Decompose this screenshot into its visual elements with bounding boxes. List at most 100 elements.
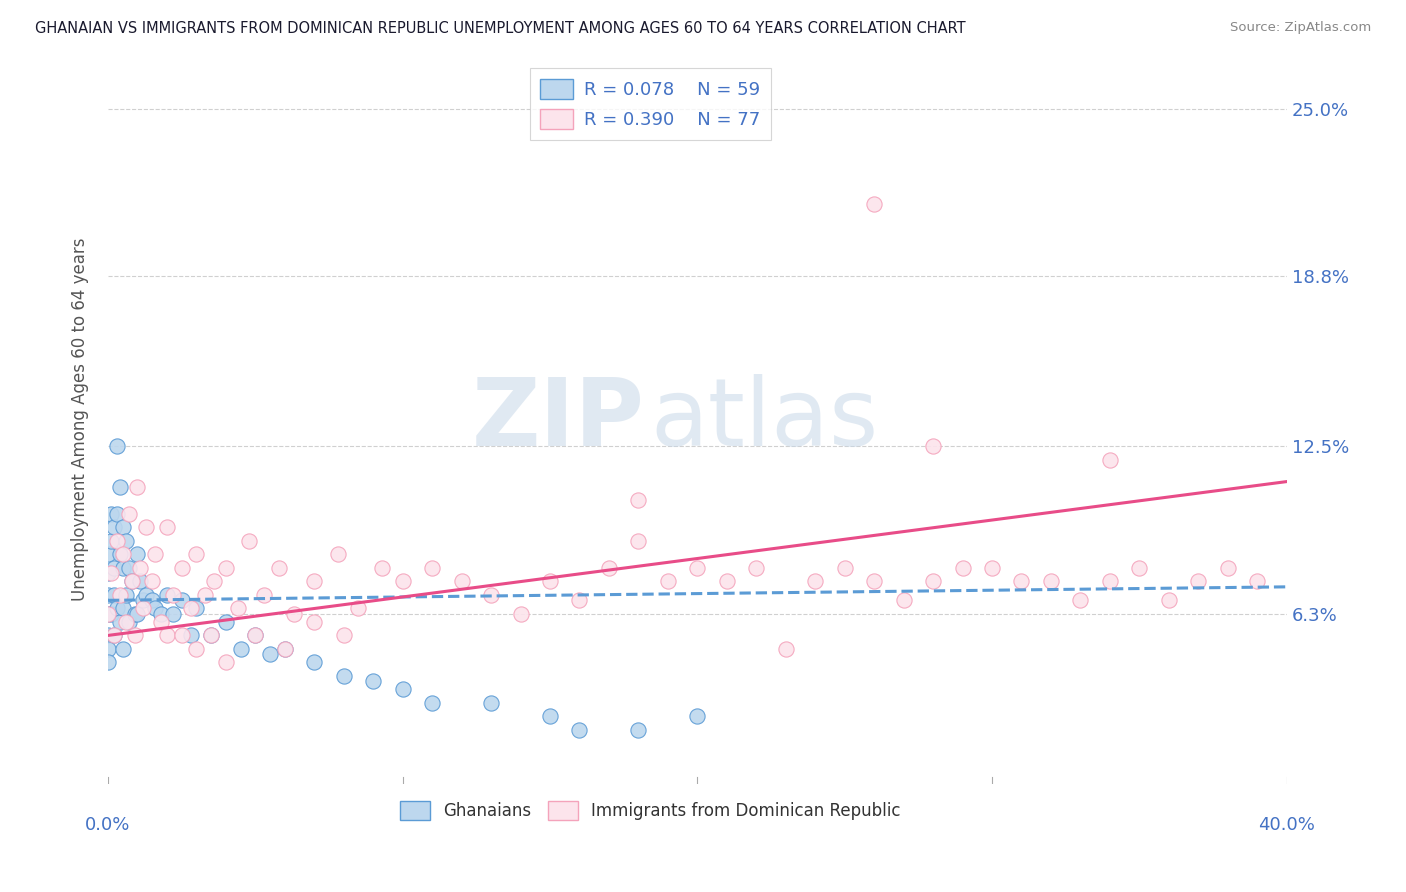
Point	[304, 574, 326, 589]
Point	[479, 696, 502, 710]
Point	[538, 574, 561, 589]
Point	[179, 628, 201, 642]
Point	[103, 561, 125, 575]
Point	[156, 588, 179, 602]
Point	[1128, 561, 1150, 575]
Point	[1098, 574, 1121, 589]
Point	[103, 628, 125, 642]
Point	[509, 607, 531, 621]
Point	[97, 566, 120, 581]
Point	[332, 628, 354, 642]
Point	[127, 607, 149, 621]
Point	[124, 607, 146, 621]
Point	[150, 615, 173, 629]
Point	[117, 561, 139, 575]
Point	[420, 696, 443, 710]
Point	[129, 561, 152, 575]
Point	[111, 548, 134, 562]
Point	[657, 574, 679, 589]
Point	[97, 607, 120, 621]
Point	[283, 607, 305, 621]
Point	[111, 641, 134, 656]
Point	[105, 507, 128, 521]
Point	[716, 574, 738, 589]
Point	[100, 507, 122, 521]
Point	[863, 574, 886, 589]
Point	[97, 548, 120, 562]
Point	[135, 588, 157, 602]
Point	[922, 440, 945, 454]
Point	[259, 648, 281, 662]
Point	[627, 723, 650, 737]
Point	[143, 601, 166, 615]
Text: atlas: atlas	[650, 374, 879, 466]
Text: 40.0%: 40.0%	[1258, 816, 1315, 834]
Point	[105, 440, 128, 454]
Point	[150, 607, 173, 621]
Point	[598, 561, 620, 575]
Point	[1098, 453, 1121, 467]
Point	[194, 588, 217, 602]
Point	[274, 641, 297, 656]
Text: ZIP: ZIP	[471, 374, 644, 466]
Point	[804, 574, 827, 589]
Point	[135, 520, 157, 534]
Point	[391, 682, 413, 697]
Point	[111, 601, 134, 615]
Point	[108, 615, 131, 629]
Point	[922, 574, 945, 589]
Point	[127, 480, 149, 494]
Point	[226, 601, 249, 615]
Point	[1157, 593, 1180, 607]
Point	[332, 669, 354, 683]
Point	[1216, 561, 1239, 575]
Point	[267, 561, 290, 575]
Point	[121, 574, 143, 589]
Text: 0.0%: 0.0%	[86, 816, 131, 834]
Point	[304, 656, 326, 670]
Point	[1039, 574, 1062, 589]
Point	[981, 561, 1004, 575]
Text: GHANAIAN VS IMMIGRANTS FROM DOMINICAN REPUBLIC UNEMPLOYMENT AMONG AGES 60 TO 64 : GHANAIAN VS IMMIGRANTS FROM DOMINICAN RE…	[35, 21, 966, 36]
Point	[103, 588, 125, 602]
Point	[97, 588, 120, 602]
Point	[245, 628, 267, 642]
Legend: Ghanaians, Immigrants from Dominican Republic: Ghanaians, Immigrants from Dominican Rep…	[394, 794, 907, 827]
Point	[186, 601, 208, 615]
Point	[141, 593, 163, 607]
Point	[103, 520, 125, 534]
Point	[371, 561, 394, 575]
Point	[100, 566, 122, 581]
Point	[103, 628, 125, 642]
Point	[114, 615, 136, 629]
Point	[347, 601, 370, 615]
Point	[100, 607, 122, 621]
Point	[361, 674, 384, 689]
Point	[200, 628, 222, 642]
Point	[274, 641, 297, 656]
Point	[1187, 574, 1209, 589]
Point	[893, 593, 915, 607]
Point	[686, 709, 709, 723]
Point	[420, 561, 443, 575]
Point	[775, 641, 797, 656]
Point	[108, 548, 131, 562]
Point	[834, 561, 856, 575]
Point	[97, 607, 120, 621]
Point	[863, 196, 886, 211]
Point	[627, 493, 650, 508]
Point	[186, 641, 208, 656]
Point	[105, 533, 128, 548]
Point	[568, 593, 591, 607]
Point	[143, 548, 166, 562]
Point	[952, 561, 974, 575]
Point	[391, 574, 413, 589]
Point	[304, 615, 326, 629]
Point	[162, 588, 184, 602]
Point	[215, 656, 238, 670]
Point	[117, 507, 139, 521]
Point	[229, 641, 252, 656]
Point	[627, 533, 650, 548]
Point	[170, 593, 193, 607]
Point	[200, 628, 222, 642]
